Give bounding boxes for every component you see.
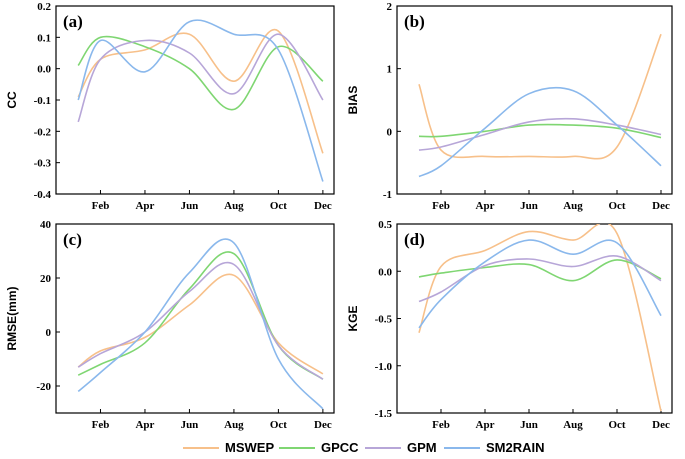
x-tick-label: Jun bbox=[520, 200, 538, 212]
x-tick-label: Oct bbox=[608, 200, 625, 212]
figure: -0.4 -0.3 -0.2 -0.1 0.0 0.1 0.2 Feb Apr Jun Aug Oct… bbox=[5, 1, 673, 431]
y-tick-label: -1 bbox=[383, 189, 392, 201]
legend-swatch-gpm bbox=[365, 446, 401, 449]
y-axis-label: KGE bbox=[346, 305, 360, 331]
legend-swatch-gpcc bbox=[279, 446, 315, 449]
y-tick-label: 1 bbox=[387, 64, 393, 76]
y-tick-label: -0.4 bbox=[34, 189, 52, 201]
y-tick-label: 0 bbox=[387, 126, 393, 138]
series-line-sm2rain bbox=[77, 19, 324, 182]
legend-swatch-sm2rain bbox=[444, 446, 480, 449]
plot-frame bbox=[55, 223, 335, 414]
x-tick-label: Dec bbox=[652, 419, 670, 431]
x-tick-label: Oct bbox=[270, 419, 287, 431]
x-tick-label: Feb bbox=[92, 200, 110, 212]
legend-label-sm2rain: SM2RAIN bbox=[486, 440, 545, 455]
x-tick-label: Aug bbox=[563, 419, 583, 431]
series-line-gpm bbox=[77, 261, 324, 380]
x-tick-label: Oct bbox=[608, 419, 625, 431]
series-line-mswep bbox=[418, 224, 662, 412]
y-tick-label: 0 bbox=[46, 327, 52, 339]
y-tick-label: -0.2 bbox=[34, 126, 52, 138]
series-line-gpm bbox=[77, 33, 324, 123]
y-tick-label: 40 bbox=[40, 219, 52, 231]
y-tick-label: 2 bbox=[387, 1, 393, 13]
y-tick-label: 0.0 bbox=[37, 64, 51, 76]
series-line-gpm bbox=[418, 255, 662, 303]
x-tick-label: Jun bbox=[181, 200, 199, 212]
x-tick-label: Feb bbox=[92, 419, 110, 431]
series-line-sm2rain bbox=[77, 238, 324, 410]
y-tick-label: -1.0 bbox=[375, 361, 393, 373]
legend-label-mswep: MSWEP bbox=[225, 440, 275, 455]
legend-item-gpcc: GPCC bbox=[279, 440, 359, 455]
legend: MSWEP GPCC GPM SM2RAIN bbox=[0, 440, 685, 459]
plot-frame bbox=[396, 223, 673, 414]
y-tick-label: 0.2 bbox=[37, 1, 51, 13]
plot-frame bbox=[55, 5, 335, 195]
panel-label: (a) bbox=[63, 12, 83, 31]
x-tick-label: Jun bbox=[520, 419, 538, 431]
x-tick-label: Dec bbox=[314, 200, 332, 212]
panel-label: (d) bbox=[404, 230, 425, 249]
series-line-gpcc bbox=[418, 123, 662, 139]
x-tick-label: Dec bbox=[652, 200, 670, 212]
x-tick-label: Feb bbox=[432, 200, 450, 212]
panel-a: -0.4 -0.3 -0.2 -0.1 0.0 0.1 0.2 Feb Apr Jun Aug Oct… bbox=[5, 1, 335, 212]
legend-item-mswep: MSWEP bbox=[183, 440, 274, 455]
x-tick-label: Dec bbox=[314, 419, 332, 431]
y-tick-label: -1.5 bbox=[375, 408, 393, 420]
legend-item-gpm: GPM bbox=[365, 440, 437, 455]
x-tick-label: Apr bbox=[476, 419, 495, 431]
y-tick-label: -20 bbox=[36, 381, 51, 393]
y-tick-label: -0.1 bbox=[34, 95, 51, 107]
x-tick-label: Aug bbox=[563, 200, 583, 212]
x-tick-label: Aug bbox=[224, 200, 244, 212]
x-tick-label: Oct bbox=[270, 200, 287, 212]
panel-c: -20 0 20 40 Feb Apr Jun Aug Oct Dec RMSE(mm) (c) bbox=[5, 219, 335, 431]
y-axis-label: RMSE(mm) bbox=[5, 286, 19, 350]
y-tick-label: 0.1 bbox=[37, 32, 51, 44]
x-tick-label: Apr bbox=[135, 200, 154, 212]
x-tick-label: Apr bbox=[135, 419, 154, 431]
y-tick-label: 0.5 bbox=[378, 219, 392, 231]
series-line-gpcc bbox=[418, 259, 662, 282]
y-tick-label: -0.5 bbox=[375, 314, 393, 326]
legend-swatch-mswep bbox=[183, 446, 219, 449]
plot-frame bbox=[396, 5, 673, 195]
y-tick-label: 20 bbox=[40, 273, 52, 285]
panel-b: -1 0 1 2 Feb Apr Jun Aug Oct Dec BIAS (b) bbox=[346, 1, 673, 212]
y-tick-label: -0.3 bbox=[34, 158, 52, 170]
series-line-gpcc bbox=[77, 35, 324, 111]
y-axis-label: CC bbox=[5, 91, 19, 109]
x-tick-label: Jun bbox=[181, 419, 199, 431]
series-line-mswep bbox=[418, 33, 662, 160]
series-line-sm2rain bbox=[418, 86, 662, 178]
series-line-sm2rain bbox=[418, 239, 662, 329]
legend-label-gpcc: GPCC bbox=[321, 440, 359, 455]
x-tick-label: Aug bbox=[224, 419, 244, 431]
series-line-mswep bbox=[77, 273, 324, 375]
y-axis-label: BIAS bbox=[346, 86, 360, 115]
legend-item-sm2rain: SM2RAIN bbox=[444, 440, 545, 455]
panel-label: (c) bbox=[63, 230, 82, 249]
x-tick-label: Apr bbox=[476, 200, 495, 212]
y-tick-label: 0.0 bbox=[378, 266, 392, 278]
legend-label-gpm: GPM bbox=[407, 440, 437, 455]
panel-d: -1.5 -1.0 -0.5 0.0 0.5 Feb Apr Jun Aug Oct Dec KGE (… bbox=[346, 219, 673, 431]
panel-label: (b) bbox=[404, 12, 425, 31]
x-tick-label: Feb bbox=[432, 419, 450, 431]
